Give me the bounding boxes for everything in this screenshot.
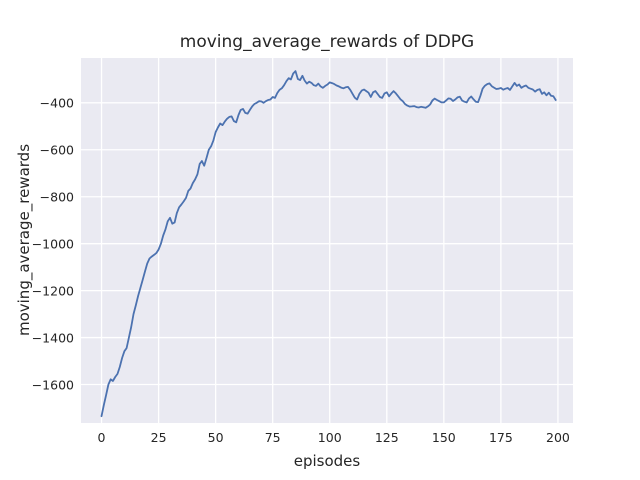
y-tick-label: −1400 [31,330,74,346]
y-tick-label: −400 [39,95,74,111]
x-tick-label: 125 [374,430,399,445]
y-tick-label: −1600 [31,377,74,392]
x-tick-label: 175 [488,430,513,445]
x-tick-label: 25 [150,430,167,445]
y-tick-label: −800 [39,189,74,205]
y-tick-label: −1000 [31,236,74,252]
x-tick-label: 100 [317,430,342,445]
axes-background [81,58,573,423]
y-tick-label: −1200 [31,283,74,299]
x-tick-label: 200 [546,430,570,445]
chart-title: moving_average_rewards of DDPG [179,32,475,52]
y-tick-label: −600 [39,142,74,158]
x-axis-label: episodes [293,452,361,470]
x-tick-label: 75 [264,430,281,445]
x-tick-label: 50 [207,430,224,445]
x-tick-label: 0 [97,430,106,445]
gridlines [81,58,573,423]
y-axis-label-text: moving_average_rewards [15,143,33,337]
reward-line-series [100,70,557,418]
x-tick-label: 150 [431,430,456,445]
